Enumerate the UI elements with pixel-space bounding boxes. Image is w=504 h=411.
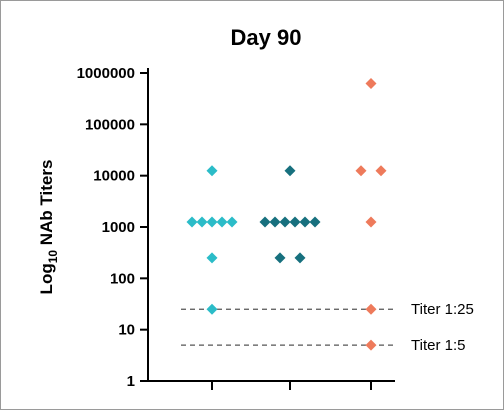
y-tick-label: 10 bbox=[118, 322, 135, 339]
data-point bbox=[206, 252, 218, 264]
data-points bbox=[186, 77, 387, 351]
data-point bbox=[196, 216, 208, 228]
data-point bbox=[226, 216, 238, 228]
data-point bbox=[274, 252, 286, 264]
y-tick-label: 1000 bbox=[102, 219, 135, 236]
reference-line-label: Titer 1:25 bbox=[411, 301, 474, 318]
data-point bbox=[216, 216, 228, 228]
reference-line-label: Titer 1:5 bbox=[411, 337, 465, 354]
y-tick-label: 100000 bbox=[85, 116, 135, 133]
data-point bbox=[289, 216, 301, 228]
data-point bbox=[269, 216, 281, 228]
data-point bbox=[355, 165, 367, 177]
data-point bbox=[206, 216, 218, 228]
data-point bbox=[365, 216, 377, 228]
data-point bbox=[299, 216, 311, 228]
data-point bbox=[284, 165, 296, 177]
data-point bbox=[365, 339, 377, 351]
data-point bbox=[294, 252, 306, 264]
data-point bbox=[309, 216, 321, 228]
y-tick-label: 100 bbox=[110, 270, 135, 287]
data-point bbox=[186, 216, 198, 228]
y-tick-label: 10000 bbox=[93, 168, 135, 185]
x-axis-ticks bbox=[211, 381, 372, 390]
data-point bbox=[365, 303, 377, 315]
y-tick-label: 1000000 bbox=[77, 65, 135, 82]
y-axis-ticks: 1 10 100 1000 10000 100000 1000000 bbox=[77, 65, 148, 390]
y-axis-label: Log10 NAb Titers bbox=[37, 160, 60, 295]
data-point bbox=[206, 165, 218, 177]
data-point bbox=[206, 303, 218, 315]
chart-title: Day 90 bbox=[231, 25, 302, 50]
y-tick-label: 1 bbox=[127, 373, 135, 390]
data-point bbox=[365, 77, 377, 89]
reference-lines: Titer 1:25 Titer 1:5 bbox=[181, 301, 474, 354]
data-point bbox=[375, 165, 387, 177]
data-point bbox=[259, 216, 271, 228]
data-point bbox=[279, 216, 291, 228]
